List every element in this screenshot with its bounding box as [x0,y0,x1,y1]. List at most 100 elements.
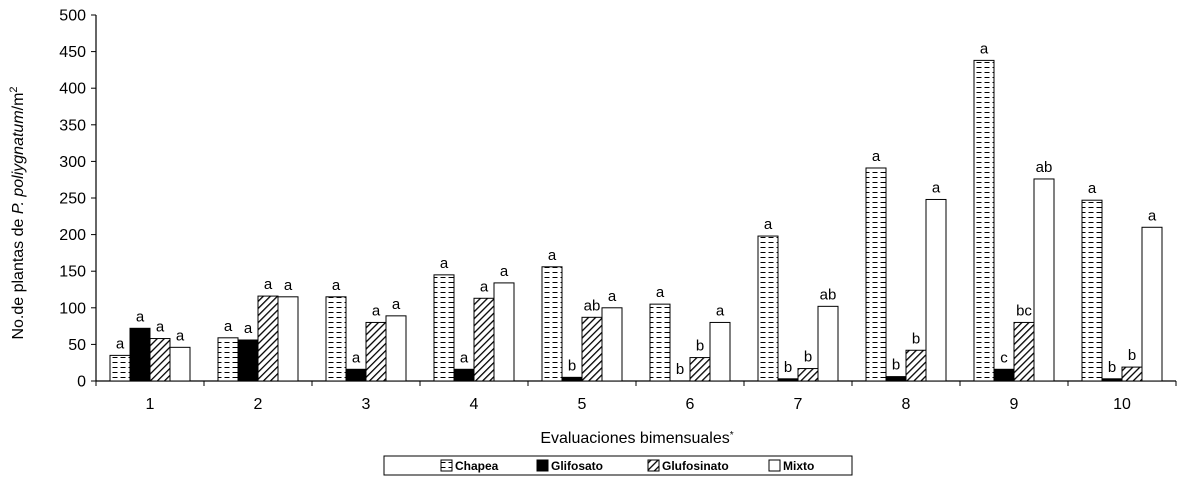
x-axis: 1 2 3 4 5 6 7 8 9 10 [95,380,1177,413]
significance-label: a [116,335,125,352]
bar-glifosato-7 [777,378,799,382]
x-tick-label: 2 [254,396,263,413]
bar-glufosinato-9 [1013,321,1035,382]
bar-glifosato-1 [129,327,151,382]
bar-glufosinato-7 [797,368,819,382]
bar-glifosato-4 [453,368,475,382]
bar-chapea-6 [649,303,671,382]
x-tick-label: 6 [686,396,695,413]
legend-label-mixto: Mixto [783,459,814,473]
bar-chapea-1 [109,354,131,382]
bar-glufosinato-8 [905,349,927,382]
legend-swatch-mixto [768,459,781,472]
bar-glufosinato-1 [149,338,171,382]
bar-glufosinato-6 [689,357,711,382]
significance-label: a [764,216,773,233]
bars-group [109,59,1163,382]
significance-label: bc [1016,302,1032,319]
bar-mixto-9 [1033,178,1055,382]
y-tick-label: 500 [59,8,86,25]
x-tick-label: 1 [146,396,155,413]
significance-label: a [1088,180,1097,197]
y-axis: 0 50 100 150 200 250 300 350 400 450 500 [59,8,97,391]
significance-label: a [264,276,273,293]
significance-label: a [480,278,489,295]
x-tick-label: 5 [578,396,587,413]
significance-label: a [224,318,233,335]
significance-label: a [460,349,469,366]
legend-label-glifosato: Glifosato [551,459,603,473]
x-tick-label: 9 [1010,396,1019,413]
significance-label: a [500,263,509,280]
legend-swatch-glifosato [536,459,549,472]
bar-glufosinato-2 [257,295,279,382]
significance-label: b [568,357,576,374]
significance-label: a [872,148,881,165]
bar-mixto-1 [169,346,191,382]
significance-label: a [332,277,341,294]
significance-label: a [716,302,725,319]
significance-label: a [284,277,293,294]
bar-chapea-2 [217,337,239,382]
bar-chapea-10 [1081,199,1103,382]
significance-label: b [696,338,704,355]
legend-label-chapea: Chapea [455,459,499,473]
bar-glifosato-5 [561,376,583,382]
bar-mixto-2 [277,296,299,382]
significance-label: b [1128,347,1136,364]
bar-glufosinato-5 [581,316,603,382]
legend-frame [383,455,853,476]
significance-label: a [176,327,185,344]
y-axis-label: No.de plantas de P. poliygnatum/m2 [8,86,27,339]
significance-label: a [352,349,361,366]
y-tick-label: 50 [68,337,86,354]
bar-chapea-9 [973,59,995,382]
significance-label: a [244,320,253,337]
bar-glifosato-2 [237,339,259,382]
bar-chapea-7 [757,235,779,382]
significance-label: b [1108,359,1116,376]
significance-label: a [980,40,989,57]
significance-label: b [676,361,684,378]
x-tick-label: 4 [470,396,479,413]
significance-label: a [656,284,665,301]
y-tick-label: 150 [59,264,86,281]
bar-glifosato-3 [345,368,367,382]
legend-label-glufosinato: Glufosinato [662,459,729,473]
x-tick-label: 10 [1113,396,1131,413]
bar-glufosinato-3 [365,321,387,382]
significance-label: a [440,255,449,272]
significance-label: a [392,296,401,313]
significance-label: a [136,308,145,325]
bar-glifosato-8 [885,376,907,382]
bar-mixto-7 [817,305,839,382]
significance-label: b [912,330,920,347]
bar-mixto-6 [709,321,731,382]
y-tick-label: 400 [59,81,86,98]
y-tick-label: 0 [77,374,86,391]
bar-glifosato-10 [1101,378,1123,382]
bar-mixto-5 [601,307,623,382]
y-tick-label: 250 [59,191,86,208]
significance-label: a [372,302,381,319]
bar-mixto-3 [385,315,407,382]
y-tick-label: 300 [59,154,86,171]
bar-mixto-10 [1141,226,1163,382]
bar-chapea-8 [865,167,887,382]
bar-chapea-5 [541,266,563,382]
significance-label: c [1000,349,1008,366]
significance-label: a [548,247,557,264]
significance-label: a [932,179,941,196]
y-tick-label: 450 [59,44,86,61]
legend: Chapea Glifosato Glufosinato Mixto [383,455,853,476]
significance-label: a [1148,207,1157,224]
bar-chapea-4 [433,274,455,382]
y-tick-label: 100 [59,300,86,317]
bar-chapea-3 [325,296,347,382]
significance-label: ab [1036,159,1053,176]
significance-label: b [892,357,900,374]
bar-glufosinato-4 [473,297,495,382]
bar-glufosinato-10 [1121,366,1143,382]
